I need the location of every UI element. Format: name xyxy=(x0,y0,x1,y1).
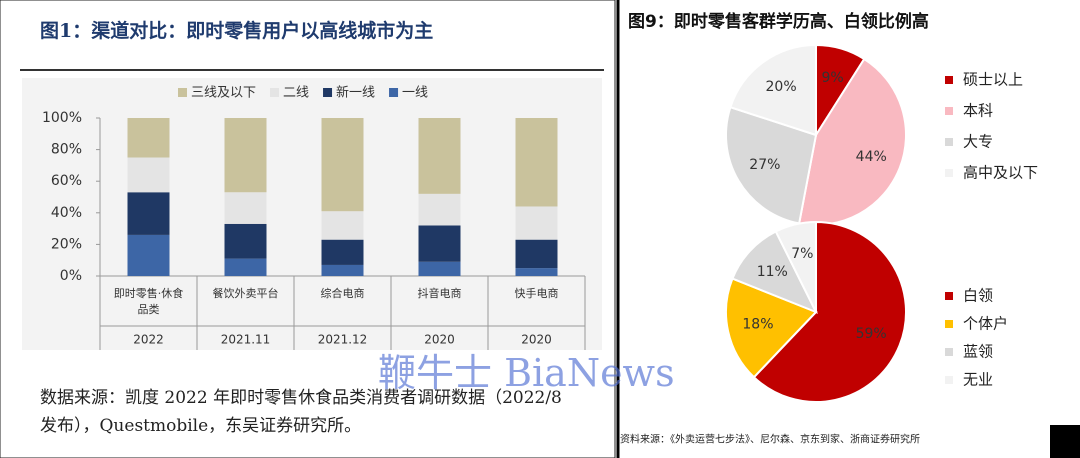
legend-swatch xyxy=(945,76,953,84)
legend-label: 大专 xyxy=(963,133,993,151)
pie-slice xyxy=(731,230,819,314)
bar-segment xyxy=(418,193,461,226)
x-tick-label: 餐饮外卖平台 xyxy=(212,287,279,300)
data-label: 18% xyxy=(742,317,773,333)
legend-label: 新一线 xyxy=(336,85,375,101)
data-label: 27% xyxy=(749,157,780,173)
chart-title: 图9：即时零售客群学历高、白领比例高 xyxy=(628,11,929,32)
bar-segment xyxy=(127,192,170,235)
chart-title: 图1：渠道对比：即时零售用户以高线城市为主 xyxy=(40,19,433,42)
data-label: 9% xyxy=(821,70,843,86)
y-tick-label: 80% xyxy=(51,142,82,158)
year-label: 2021.12 xyxy=(318,333,368,347)
legend-label: 本科 xyxy=(963,102,993,120)
pie-slice xyxy=(752,220,907,403)
legend-label: 个体户 xyxy=(963,315,1008,333)
legend-label: 高中及以下 xyxy=(963,164,1038,182)
data-label: 11% xyxy=(757,264,788,280)
pie-slice xyxy=(729,43,817,137)
data-label: 44% xyxy=(856,149,887,165)
legend-label: 三线及以下 xyxy=(191,86,256,101)
bar-segment xyxy=(321,239,364,265)
pie-slice xyxy=(774,220,817,313)
legend-swatch xyxy=(945,348,953,356)
bar-segment xyxy=(127,157,170,193)
year-label: 2020 xyxy=(521,333,552,347)
y-tick-label: 100% xyxy=(42,110,82,126)
bar-segment xyxy=(321,264,364,276)
bar-segment xyxy=(127,118,170,158)
year-label: 2020 xyxy=(424,333,455,347)
x-tick-label: 综合电商 xyxy=(320,287,365,300)
bar-segment xyxy=(418,225,461,262)
data-label: 7% xyxy=(791,246,813,262)
bar-segment xyxy=(224,258,267,276)
legend-swatch xyxy=(178,88,187,97)
legend-swatch xyxy=(323,88,333,97)
bar-segment xyxy=(224,192,267,224)
data-label: 20% xyxy=(766,79,797,95)
x-tick-label: 抖音电商 xyxy=(417,287,462,300)
bar-segment xyxy=(418,261,461,276)
legend-label: 一线 xyxy=(402,86,428,101)
y-tick-label: 60% xyxy=(51,173,82,189)
year-label: 2021.11 xyxy=(221,333,271,347)
bar-segment xyxy=(515,206,558,240)
legend-label: 二线 xyxy=(283,86,309,101)
y-tick-label: 20% xyxy=(51,236,82,252)
plot-background xyxy=(22,78,602,350)
year-label: 2022 xyxy=(133,333,164,347)
bar-segment xyxy=(515,239,558,269)
legend-label: 蓝领 xyxy=(963,343,993,361)
data-label: 59% xyxy=(856,326,887,342)
corner-block xyxy=(1050,425,1080,458)
bar-segment xyxy=(224,223,267,259)
watermark: 鞭牛士 BiaNews xyxy=(378,351,675,395)
y-tick-label: 0% xyxy=(60,268,82,284)
legend-swatch xyxy=(945,107,953,115)
bar-segment xyxy=(515,268,558,276)
legend-label: 白领 xyxy=(963,287,993,305)
bar-segment xyxy=(418,118,461,194)
legend-swatch xyxy=(270,88,280,97)
legend-swatch xyxy=(945,292,953,300)
legend-swatch xyxy=(389,88,399,97)
bar-segment xyxy=(515,118,558,207)
source: 数据来源：凯度 2022 年即时零售休食品类消费者调研数据（2022/8 发布）… xyxy=(40,388,562,436)
x-tick-label: 即时零售·休食品类 xyxy=(113,287,184,316)
bar-segment xyxy=(321,211,364,240)
legend-swatch xyxy=(945,320,953,328)
legend-swatch xyxy=(945,138,953,146)
x-tick-label: 快手电商 xyxy=(514,287,559,300)
bar-segment xyxy=(224,118,267,193)
y-tick-label: 40% xyxy=(51,205,82,221)
legend-swatch xyxy=(945,376,953,384)
legend-label: 无业 xyxy=(963,371,993,389)
source: 资料来源：《外卖运营七步法》、尼尔森、京东到家、浙商证券研究所 xyxy=(620,433,920,446)
legend-swatch xyxy=(945,169,953,177)
bar-segment xyxy=(321,118,364,212)
bar-segment xyxy=(127,234,170,276)
legend-label: 硕士以上 xyxy=(963,71,1023,89)
pie-slice xyxy=(725,105,818,225)
